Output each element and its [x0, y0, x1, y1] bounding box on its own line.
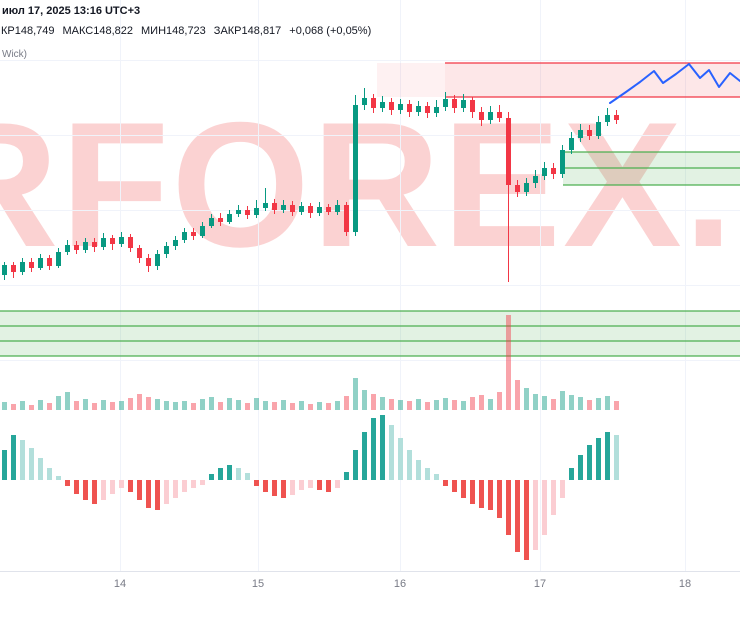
- chart-canvas[interactable]: [0, 0, 740, 571]
- open-label: КР: [1, 25, 15, 37]
- close-field: ЗАКР 148,817: [214, 25, 282, 37]
- low-label: МИН: [141, 25, 167, 37]
- x-axis-label: 14: [113, 578, 127, 590]
- axis-separator: [0, 571, 740, 572]
- chart-datetime: июл 17, 2025 13:16 UTC+3: [2, 5, 141, 17]
- x-axis-label: 18: [678, 578, 692, 590]
- change-value: +0,068 (+0,05%): [289, 25, 372, 37]
- open-value: 148,749: [14, 25, 55, 37]
- high-value: 148,822: [93, 25, 134, 37]
- high-field: МАКС 148,822: [63, 25, 134, 37]
- x-axis-label: 16: [393, 578, 407, 590]
- open-field: КР 148,749: [1, 25, 55, 37]
- indicator-label: Wick): [2, 49, 27, 60]
- close-value: 148,817: [241, 25, 282, 37]
- close-label: ЗАКР: [213, 25, 242, 37]
- low-value: 148,723: [166, 25, 206, 37]
- high-label: МАКС: [62, 25, 94, 37]
- x-axis-label: 17: [533, 578, 547, 590]
- x-axis-label: 15: [251, 578, 265, 590]
- low-field: МИН 148,723: [141, 25, 206, 37]
- ohlc-row: КР 148,749 МАКС 148,822 МИН 148,723 ЗАКР 148…: [1, 25, 371, 37]
